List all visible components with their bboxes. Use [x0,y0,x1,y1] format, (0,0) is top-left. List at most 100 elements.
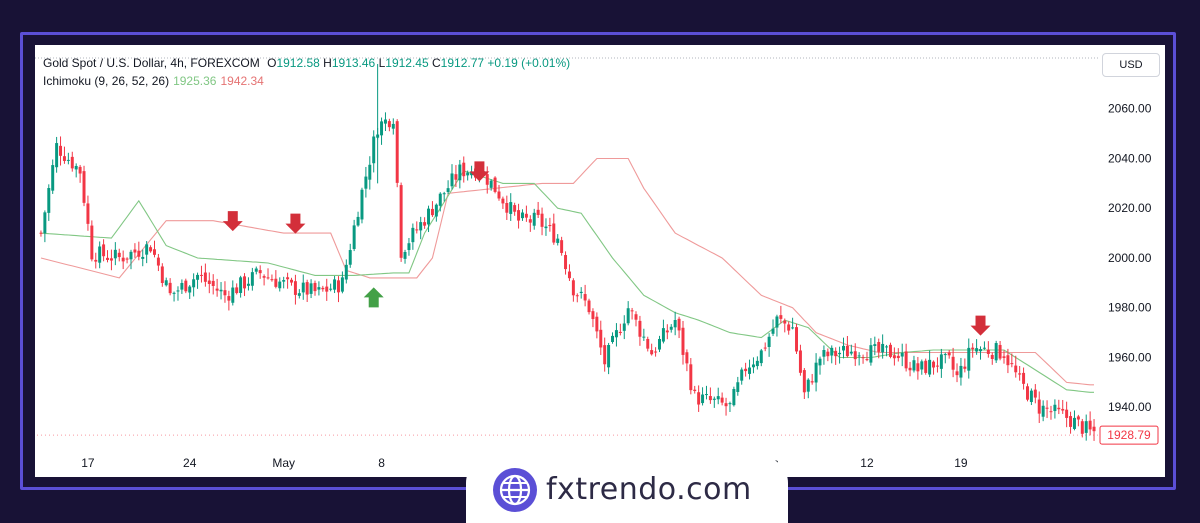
candle [669,324,673,333]
candle [892,347,896,366]
tenkan-line [40,170,1094,393]
candle [540,207,544,236]
candle [853,343,857,366]
candle [434,203,438,222]
candle [125,257,129,264]
candle [106,250,109,263]
currency-button[interactable]: USD [1102,53,1160,77]
candle [536,201,540,219]
kijun-value: 1942.34 [220,74,264,88]
candle [575,293,579,303]
candle [857,352,861,366]
candle [599,320,603,355]
candle [168,278,172,296]
candle [368,156,372,190]
candle [861,354,865,364]
candle [1092,419,1096,441]
candle [336,276,340,303]
candle [1061,399,1065,414]
candle [869,338,873,366]
candle [509,193,513,221]
candle [258,265,262,279]
tenkan-value: 1925.36 [173,74,217,88]
candle [164,277,168,287]
candle [1033,384,1037,404]
globe-icon [493,468,537,512]
down-arrow-icon [285,213,306,234]
candle [728,401,732,412]
candle [1022,367,1026,390]
candle [567,264,571,281]
last-price-label: 1928.79 [1107,428,1151,442]
x-tick-label: 24 [183,456,197,470]
candle [603,337,607,372]
down-arrow-icon [469,161,490,182]
kijun-path [40,157,1094,386]
candle [614,323,618,347]
candle [712,396,716,408]
candle [701,387,705,406]
high-value: 1913.46 [331,56,376,70]
candle [450,164,454,190]
candle [932,360,936,375]
candle [795,323,799,355]
candle [520,209,524,221]
candle [693,385,697,394]
candle [297,289,301,299]
candle [904,343,908,372]
candle [493,176,497,194]
candle [830,345,834,364]
candle [665,324,669,340]
candle [920,359,924,375]
candle [395,119,399,188]
candle [1069,411,1073,434]
candle [838,346,842,364]
candle [176,286,180,301]
candle [517,203,521,229]
candle [963,358,967,373]
candle [1072,410,1076,431]
candle [532,208,536,230]
candle [360,187,364,224]
price-chart[interactable]: 2060.00 2040.00 2020.00 2000.00 1980.00 1960.… [35,45,1165,477]
candle [959,357,963,386]
candle [152,240,156,258]
candle [313,280,317,296]
y-axis: 2060.00 2040.00 2020.00 2000.00 1980.00 1960.… [37,102,1159,445]
candle [971,343,975,358]
candle [524,205,528,222]
candle [278,277,282,292]
y-tick-label: 2040.00 [1108,151,1152,165]
candle [462,156,466,183]
candle [243,273,247,297]
candle [196,272,200,289]
candle [579,287,583,299]
candle [387,118,391,132]
candle [227,290,231,311]
candle [1037,391,1041,423]
candle [877,338,881,359]
y-tick-label: 1960.00 [1108,350,1152,364]
candle [66,152,70,165]
candle [411,223,415,250]
candle [199,265,203,283]
candle [156,253,160,272]
candle [51,159,55,194]
candle [826,348,830,362]
candle [430,201,434,217]
candle [348,243,352,268]
close-value: 1912.77 [440,56,485,70]
candle [630,307,634,320]
candle [736,376,740,396]
candle [1088,411,1092,436]
indicator-legend[interactable]: Ichimoku (9, 26, 52, 26) 1925.36 1942.34 [43,73,264,89]
candle [779,305,783,324]
candle [564,251,568,275]
candle [129,249,133,270]
candle [380,117,384,145]
kijun-line [40,157,1094,386]
candle [274,270,278,289]
candle [951,347,955,378]
x-tick-label: 8 [378,456,385,470]
candle [1084,414,1088,441]
